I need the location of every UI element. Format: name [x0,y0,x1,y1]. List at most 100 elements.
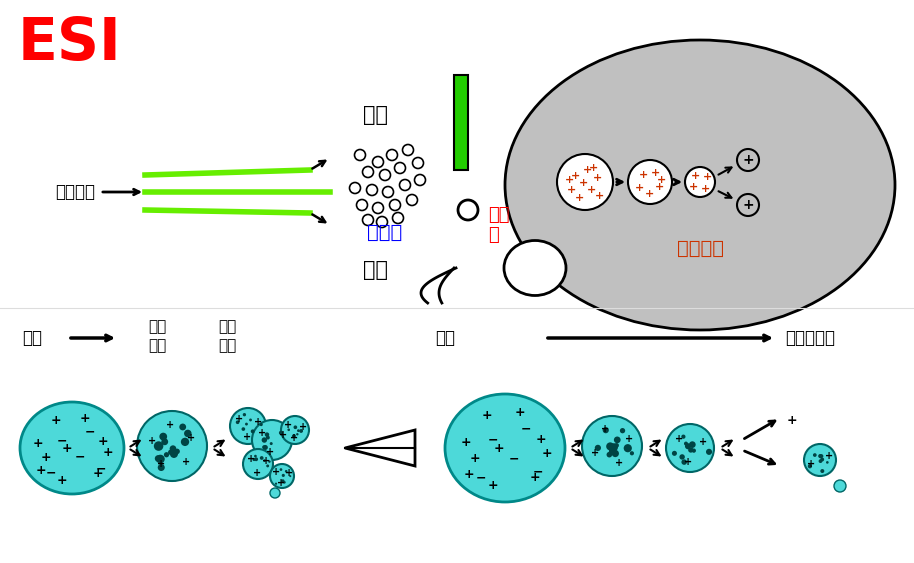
Text: +: + [61,441,72,454]
Text: +: + [684,457,692,467]
Circle shape [282,479,284,482]
Text: +: + [242,432,250,442]
Circle shape [243,449,273,479]
Circle shape [706,449,712,455]
Circle shape [252,420,292,460]
Text: +: + [463,468,474,481]
Text: −: − [509,452,519,465]
Circle shape [168,450,174,455]
Circle shape [170,450,178,458]
Circle shape [820,458,824,462]
Text: +: + [536,434,547,446]
Circle shape [606,443,614,450]
Text: +: + [494,441,505,454]
Circle shape [137,411,207,481]
Circle shape [819,459,823,463]
Text: +: + [587,185,596,195]
Circle shape [804,444,836,476]
Circle shape [156,455,165,463]
Circle shape [628,160,672,204]
Text: +: + [266,447,274,457]
Text: +: + [80,412,90,425]
Text: +: + [742,198,754,212]
Circle shape [602,427,609,434]
Circle shape [620,428,625,434]
Text: +: + [624,434,632,444]
Text: +: + [787,413,797,427]
Text: +: + [655,182,664,192]
Text: +: + [542,447,552,460]
Text: +: + [645,189,654,199]
Text: +: + [33,437,44,450]
Circle shape [159,433,167,440]
Text: ESI: ESI [18,15,122,72]
Text: +: + [284,420,292,430]
Circle shape [184,430,192,437]
Text: +: + [595,191,605,201]
Text: +: + [290,434,298,443]
Text: −: − [521,423,531,436]
Text: +: + [157,459,165,469]
Circle shape [609,448,616,455]
Circle shape [826,461,829,464]
Text: +: + [103,446,113,459]
Text: +: + [247,454,255,463]
Text: −: − [533,466,543,479]
Circle shape [254,455,257,458]
Circle shape [582,416,642,476]
Circle shape [692,449,696,453]
Text: −: − [476,471,486,484]
Circle shape [685,443,691,449]
Text: +: + [92,467,103,480]
Text: −: − [85,426,95,439]
Text: +: + [699,437,707,448]
Text: +: + [277,478,285,488]
Text: +: + [98,435,109,448]
Circle shape [818,454,823,458]
Text: 蒸发: 蒸发 [435,329,455,347]
Circle shape [175,449,180,454]
Text: +: + [824,452,833,461]
Text: +: + [635,183,644,193]
Circle shape [281,416,309,444]
Text: +: + [742,153,754,167]
Circle shape [820,454,824,458]
Text: +: + [576,193,585,203]
Circle shape [684,441,688,445]
Text: +: + [638,170,648,180]
Circle shape [685,167,715,197]
Text: 瑞利
极限: 瑞利 极限 [148,319,166,353]
Circle shape [458,200,478,220]
Text: +: + [166,420,175,430]
Text: −: − [57,435,67,448]
Text: +: + [807,459,815,468]
Circle shape [270,442,272,445]
Text: −: − [75,451,85,464]
Circle shape [299,429,303,433]
Circle shape [260,456,263,460]
Text: +: + [488,479,498,492]
Text: +: + [582,165,591,175]
Text: +: + [236,414,243,425]
Circle shape [250,418,252,421]
Text: +: + [530,471,540,484]
Text: +: + [675,434,683,444]
Circle shape [170,445,176,452]
Circle shape [266,464,269,467]
Text: +: + [57,473,67,486]
Circle shape [241,427,245,431]
Text: 待分析离子: 待分析离子 [785,329,835,347]
Circle shape [164,452,169,457]
Circle shape [263,459,266,462]
Circle shape [179,423,186,430]
Text: 蒸发: 蒸发 [22,329,42,347]
Circle shape [297,429,300,432]
Text: +: + [36,464,46,477]
Text: +: + [690,171,699,181]
Text: +: + [51,414,62,427]
Text: +: + [461,436,472,449]
Bar [454,75,468,170]
Text: +: + [591,448,600,458]
Circle shape [808,464,812,468]
Circle shape [623,444,632,452]
